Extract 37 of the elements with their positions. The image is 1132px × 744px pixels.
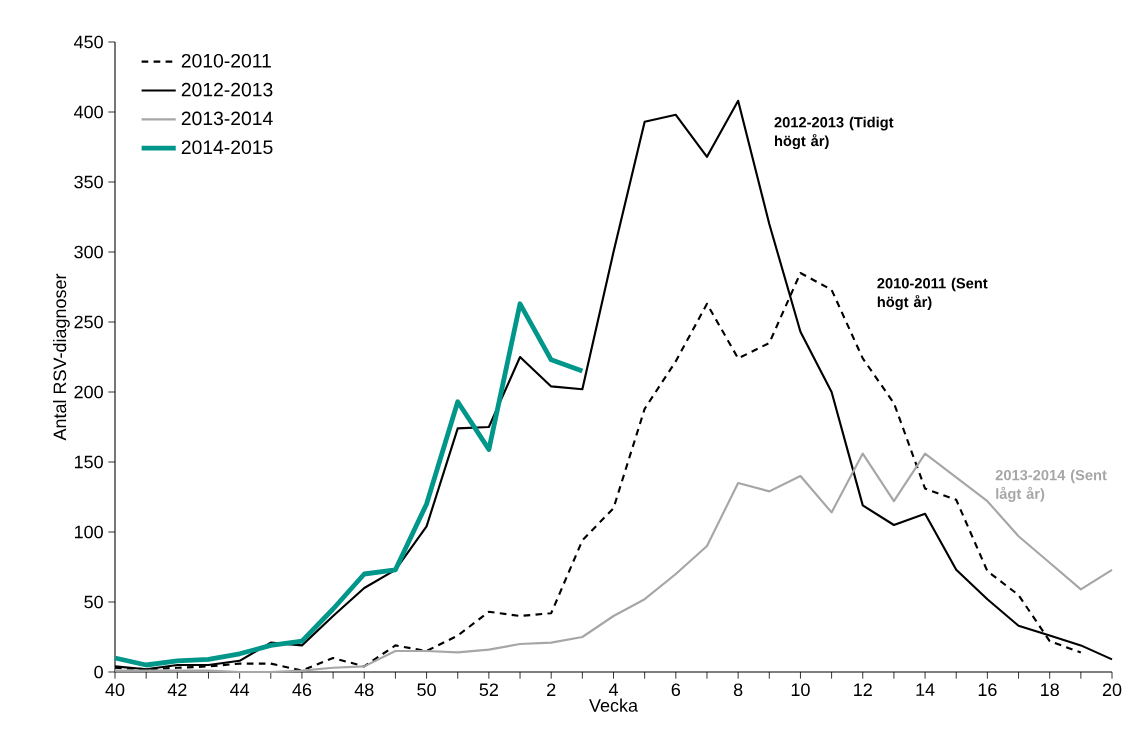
x-tick-label: 48 bbox=[354, 683, 374, 697]
x-tick-label: 16 bbox=[978, 683, 997, 697]
x-tick-label: 10 bbox=[791, 683, 810, 697]
x-tick-label: 50 bbox=[417, 683, 436, 697]
x-tick-label: 12 bbox=[854, 683, 872, 696]
x-tick-label: 8 bbox=[733, 683, 743, 697]
y-axis-title: Antal RSV-diagnoser bbox=[52, 273, 70, 441]
x-tick-label: 20 bbox=[1102, 683, 1122, 697]
y-tick-label: 150 bbox=[74, 455, 103, 469]
y-tick-label: 250 bbox=[74, 315, 103, 329]
annotation: 2013-2014 (Sent lågt år) bbox=[995, 469, 1107, 502]
x-tick-label: 18 bbox=[1041, 683, 1059, 697]
y-tick-label: 200 bbox=[74, 385, 103, 399]
x-tick-label: 44 bbox=[230, 683, 250, 696]
y-tick-label: 400 bbox=[74, 105, 103, 119]
y-tick-label: 50 bbox=[84, 595, 103, 609]
y-tick-label: 450 bbox=[74, 35, 103, 49]
legend-label: 2013-2014 bbox=[181, 111, 273, 126]
annotation: 2010-2011 (Sent högt år) bbox=[877, 277, 988, 311]
y-tick-label: 100 bbox=[74, 525, 103, 539]
x-axis-title: Vecka bbox=[589, 698, 639, 712]
x-tick-label: 42 bbox=[167, 683, 187, 696]
legend-label: 2010-2011 bbox=[181, 53, 271, 68]
x-tick-label: 40 bbox=[105, 683, 125, 697]
y-tick-label: 300 bbox=[74, 245, 103, 259]
x-tick-label: 14 bbox=[916, 683, 935, 696]
x-tick-label: 46 bbox=[292, 683, 312, 697]
x-tick-label: 2 bbox=[547, 683, 556, 696]
y-tick-label: 350 bbox=[74, 175, 103, 189]
annotation: 2012-2013 (Tidigt högt år) bbox=[774, 116, 894, 150]
legend-label: 2014-2015 bbox=[181, 140, 273, 155]
x-tick-label: 6 bbox=[671, 683, 681, 697]
y-tick-label: 0 bbox=[94, 665, 103, 679]
legend-label: 2012-2013 bbox=[181, 82, 273, 97]
x-tick-label: 4 bbox=[608, 683, 618, 696]
line-series bbox=[112, 301, 585, 668]
x-tick-label: 52 bbox=[479, 683, 498, 697]
